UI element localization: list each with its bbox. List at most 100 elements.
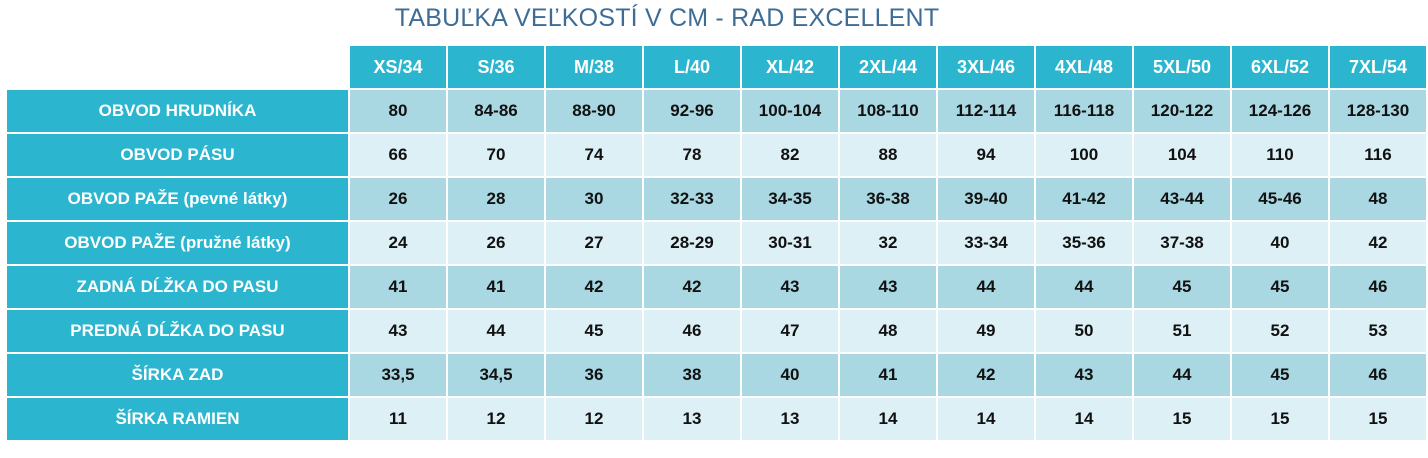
table-cell: 41	[448, 266, 544, 308]
table-cell: 33-34	[938, 222, 1034, 264]
table-cell: 15	[1134, 398, 1230, 440]
table-cell: 48	[840, 310, 936, 352]
table-cell: 43-44	[1134, 178, 1230, 220]
table-cell: 42	[1330, 222, 1426, 264]
table-cell: 66	[350, 134, 446, 176]
table-cell: 30-31	[742, 222, 838, 264]
table-cell: 50	[1036, 310, 1132, 352]
table-cell: 80	[350, 90, 446, 132]
column-header: 4XL/48	[1036, 46, 1132, 88]
table-cell: 12	[546, 398, 642, 440]
table-cell: 15	[1330, 398, 1426, 440]
table-cell: 41	[350, 266, 446, 308]
table-cell: 44	[448, 310, 544, 352]
table-cell: 32-33	[644, 178, 740, 220]
table-cell: 37-38	[1134, 222, 1230, 264]
table-cell: 44	[1134, 354, 1230, 396]
table-cell: 108-110	[840, 90, 936, 132]
table-cell: 44	[1036, 266, 1132, 308]
table-cell: 92-96	[644, 90, 740, 132]
table-cell: 110	[1232, 134, 1328, 176]
table-cell: 84-86	[448, 90, 544, 132]
table-cell: 27	[546, 222, 642, 264]
size-table: XS/34 S/36 M/38 L/40 XL/42 2XL/44 3XL/46…	[5, 44, 1428, 442]
row-header: PREDNÁ DĹŽKA DO PASU	[7, 310, 348, 352]
table-cell: 36	[546, 354, 642, 396]
header-row: XS/34 S/36 M/38 L/40 XL/42 2XL/44 3XL/46…	[7, 46, 1426, 88]
table-cell: 120-122	[1134, 90, 1230, 132]
column-header: 6XL/52	[1232, 46, 1328, 88]
page-title: TABUĽKA VEĽKOSTÍ V CM - RAD EXCELLENT	[394, 4, 940, 32]
table-cell: 13	[742, 398, 838, 440]
table-cell: 46	[644, 310, 740, 352]
table-cell: 11	[350, 398, 446, 440]
table-cell: 78	[644, 134, 740, 176]
table-row: ŠÍRKA ZAD 33,5 34,5 36 38 40 41 42 43 44 45 46	[7, 354, 1426, 396]
table-cell: 44	[938, 266, 1034, 308]
table-cell: 14	[840, 398, 936, 440]
table-cell: 30	[546, 178, 642, 220]
table-row: ZADNÁ DĹŽKA DO PASU 41 41 42 42 43 43 44 44 45 45 4…	[7, 266, 1426, 308]
table-cell: 88-90	[546, 90, 642, 132]
table-cell: 28	[448, 178, 544, 220]
table-cell: 42	[546, 266, 642, 308]
table-cell: 42	[644, 266, 740, 308]
table-row: OBVOD PÁSU 66 70 74 78 82 88 94 100 104 110 116	[7, 134, 1426, 176]
column-header: L/40	[644, 46, 740, 88]
column-header: S/36	[448, 46, 544, 88]
table-cell: 43	[840, 266, 936, 308]
table-cell: 45	[1134, 266, 1230, 308]
column-header: 3XL/46	[938, 46, 1034, 88]
table-cell: 48	[1330, 178, 1426, 220]
table-cell: 40	[742, 354, 838, 396]
table-row: OBVOD HRUDNÍKA 80 84-86 88-90 92-96 100-104 10…	[7, 90, 1426, 132]
table-cell: 47	[742, 310, 838, 352]
table-row: OBVOD PAŽE (pružné látky) 24 26 27 28-29 30-3…	[7, 222, 1426, 264]
table-cell: 112-114	[938, 90, 1034, 132]
table-cell: 88	[840, 134, 936, 176]
row-header: ZADNÁ DĹŽKA DO PASU	[7, 266, 348, 308]
table-row: PREDNÁ DĹŽKA DO PASU 43 44 45 46 47 48 49 50 51 52…	[7, 310, 1426, 352]
table-cell: 39-40	[938, 178, 1034, 220]
table-cell: 94	[938, 134, 1034, 176]
table-cell: 128-130	[1330, 90, 1426, 132]
table-cell: 45	[546, 310, 642, 352]
table-cell: 49	[938, 310, 1034, 352]
column-header: XL/42	[742, 46, 838, 88]
table-cell: 35-36	[1036, 222, 1132, 264]
table-cell: 36-38	[840, 178, 936, 220]
table-cell: 43	[742, 266, 838, 308]
table-cell: 116-118	[1036, 90, 1132, 132]
table-cell: 14	[938, 398, 1034, 440]
table-cell: 26	[350, 178, 446, 220]
table-cell: 28-29	[644, 222, 740, 264]
table-cell: 34,5	[448, 354, 544, 396]
row-header: OBVOD HRUDNÍKA	[7, 90, 348, 132]
row-header: ŠÍRKA RAMIEN	[7, 398, 348, 440]
table-cell: 82	[742, 134, 838, 176]
table-cell: 51	[1134, 310, 1230, 352]
row-header: ŠÍRKA ZAD	[7, 354, 348, 396]
column-header: 5XL/50	[1134, 46, 1230, 88]
table-cell: 12	[448, 398, 544, 440]
table-cell: 45	[1232, 266, 1328, 308]
table-cell: 45-46	[1232, 178, 1328, 220]
table-cell: 38	[644, 354, 740, 396]
table-cell: 53	[1330, 310, 1426, 352]
table-cell: 46	[1330, 266, 1426, 308]
table-cell: 74	[546, 134, 642, 176]
column-header: M/38	[546, 46, 642, 88]
table-cell: 26	[448, 222, 544, 264]
table-cell: 43	[1036, 354, 1132, 396]
table-cell: 100	[1036, 134, 1132, 176]
table-cell: 100-104	[742, 90, 838, 132]
corner-cell	[7, 46, 348, 88]
column-header: 2XL/44	[840, 46, 936, 88]
table-cell: 124-126	[1232, 90, 1328, 132]
table-cell: 24	[350, 222, 446, 264]
row-header: OBVOD PAŽE (pružné látky)	[7, 222, 348, 264]
column-header: 7XL/54	[1330, 46, 1426, 88]
table-cell: 46	[1330, 354, 1426, 396]
table-cell: 45	[1232, 354, 1328, 396]
table-cell: 32	[840, 222, 936, 264]
